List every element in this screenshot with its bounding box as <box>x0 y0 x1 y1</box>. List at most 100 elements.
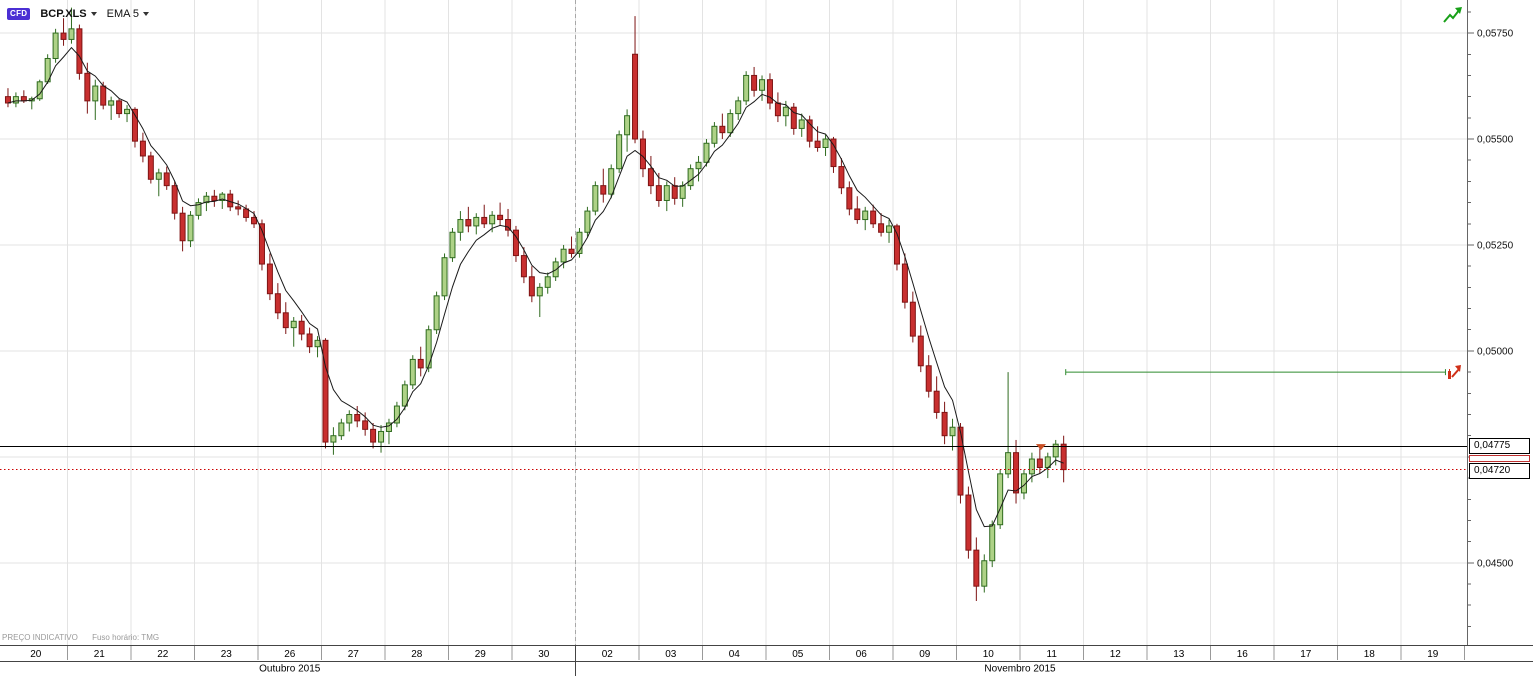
candle <box>282 302 289 334</box>
trend-arrow-icon <box>1443 7 1462 23</box>
candle <box>743 71 750 106</box>
day-label: 02 <box>602 649 614 660</box>
footer-notes: PREÇO INDICATIVO Fuso horário: TMG <box>2 633 171 642</box>
candle <box>36 79 43 101</box>
candle <box>179 206 186 252</box>
candle <box>608 164 615 199</box>
candle <box>671 177 678 205</box>
day-label: 04 <box>729 649 741 660</box>
candle <box>378 425 385 453</box>
day-label: 27 <box>348 649 360 660</box>
candle <box>917 325 924 373</box>
candle <box>846 181 853 216</box>
candle <box>600 168 607 203</box>
candle <box>4 88 11 108</box>
candle <box>576 228 583 258</box>
candle <box>465 206 472 233</box>
price-label-box-upper: 0,04775 <box>1469 438 1530 455</box>
candle <box>536 283 543 318</box>
y-axis-label: 0,05750 <box>1477 29 1514 40</box>
candle <box>12 92 19 108</box>
candle <box>790 102 797 135</box>
candle <box>719 113 726 140</box>
candle <box>258 219 265 271</box>
candle <box>290 317 297 347</box>
candle <box>346 410 353 432</box>
candle <box>449 228 456 262</box>
candle <box>687 164 694 190</box>
day-label: 12 <box>1110 649 1122 660</box>
order-arrow-button[interactable] <box>1446 363 1464 386</box>
candle <box>727 109 734 137</box>
candle <box>441 253 448 301</box>
indicator-selector[interactable]: EMA 5 <box>107 8 150 20</box>
day-label: 09 <box>919 649 931 660</box>
candle <box>933 376 940 419</box>
candle <box>68 7 75 44</box>
candle <box>886 219 893 243</box>
candle <box>639 130 646 178</box>
day-label: 19 <box>1427 649 1439 660</box>
candle <box>393 401 400 428</box>
candle <box>108 96 115 120</box>
candle <box>512 225 519 262</box>
candle <box>949 418 956 451</box>
candle <box>774 92 781 123</box>
symbol-selector[interactable]: BCP.XLS <box>40 8 97 20</box>
candle <box>528 266 535 303</box>
day-label: 10 <box>983 649 995 660</box>
candle <box>139 132 146 163</box>
trend-arrow-button[interactable] <box>1442 5 1464 32</box>
candle <box>870 204 877 229</box>
candle <box>1052 439 1059 466</box>
sell-marker-icon <box>1035 444 1046 451</box>
candle <box>409 355 416 390</box>
candle <box>838 158 845 195</box>
candle <box>997 469 1004 529</box>
candle <box>314 336 321 358</box>
candle <box>227 189 234 212</box>
price-axis[interactable]: 0,05750 0,05500 0,05250 0,05000 0,04500 <box>1467 0 1533 645</box>
y-axis-label: 0,05250 <box>1477 240 1514 251</box>
candle <box>211 189 218 207</box>
candle <box>901 253 908 309</box>
candle <box>481 204 488 229</box>
green-order-line[interactable] <box>1065 369 1446 376</box>
candle <box>124 105 131 123</box>
candle <box>568 236 575 258</box>
candle <box>624 109 631 152</box>
candle <box>925 355 932 398</box>
day-label: 28 <box>411 649 423 660</box>
y-axis-label: 0,05000 <box>1477 346 1514 357</box>
day-label: 18 <box>1364 649 1376 660</box>
candle <box>457 211 464 241</box>
candle <box>147 151 154 184</box>
day-label: 30 <box>538 649 550 660</box>
candle <box>1060 435 1067 483</box>
candle <box>830 136 837 173</box>
price-label-box-lower: 0,04720 <box>1469 462 1530 479</box>
candle <box>632 16 639 144</box>
day-label: 29 <box>475 649 487 660</box>
candle <box>759 75 766 101</box>
candle <box>235 200 242 216</box>
month-label: Outubro 2015 <box>259 664 321 675</box>
candle <box>854 196 861 224</box>
candle <box>52 28 59 63</box>
candle <box>505 208 512 237</box>
candle <box>306 327 313 354</box>
candle <box>592 181 599 216</box>
candle <box>814 126 821 152</box>
month-label: Novembro 2015 <box>984 664 1056 675</box>
candle <box>330 427 337 455</box>
day-label: 16 <box>1237 649 1249 660</box>
candle <box>322 338 329 449</box>
candle <box>60 18 67 46</box>
date-axis[interactable]: 20 21 22 23 26 27 28 29 30 02 03 04 05 06 09 10 11 12 13 16… <box>0 645 1533 676</box>
candle <box>298 314 305 341</box>
candle <box>751 66 758 97</box>
day-label: 11 <box>1047 649 1058 660</box>
candle <box>965 486 972 559</box>
